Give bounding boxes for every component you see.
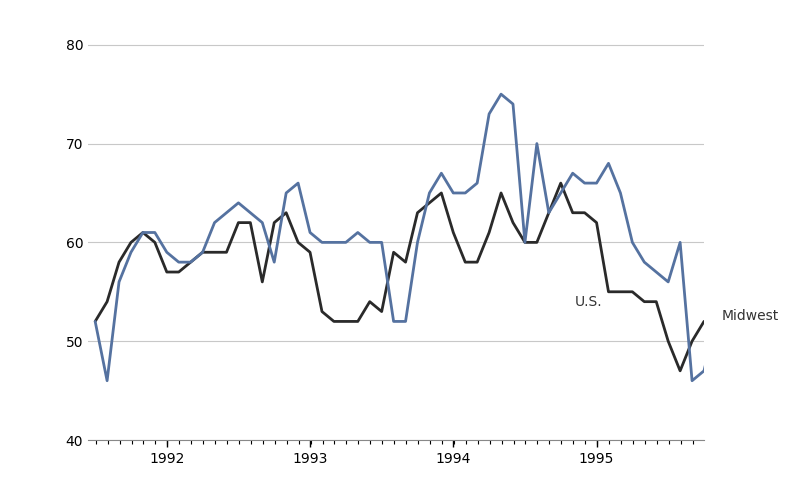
Text: Midwest: Midwest	[722, 310, 779, 324]
Text: U.S.: U.S.	[575, 294, 602, 308]
